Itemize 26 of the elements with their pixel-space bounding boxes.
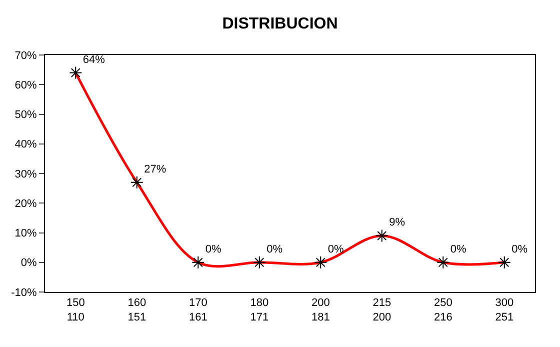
data-label: 0% — [450, 243, 466, 256]
data-label: 0% — [512, 243, 528, 256]
y-tick-label: 50% — [14, 109, 38, 122]
y-tick-label: 60% — [14, 79, 38, 92]
x-tick-label: 160 151 — [128, 297, 146, 324]
x-tick-label: 170 161 — [188, 297, 208, 324]
y-tick-label: 10% — [14, 228, 38, 240]
x-tick-label: 200 181 — [311, 297, 330, 324]
y-tick-label: 30% — [14, 168, 38, 180]
y-tick-label: 20% — [14, 198, 38, 210]
x-tick-label: 215 200 — [372, 297, 392, 324]
data-label: 64% — [82, 54, 106, 66]
data-label: 0% — [266, 243, 283, 256]
x-tick-label: 300 251 — [495, 297, 514, 324]
y-tick-label: -10% — [11, 286, 38, 299]
y-tick-label: 70% — [14, 50, 38, 62]
x-tick-label: 180 171 — [250, 297, 269, 324]
data-label: 0% — [328, 243, 344, 256]
x-tick-label: 150 110 — [66, 297, 85, 324]
x-tick-label: 250 216 — [434, 297, 452, 324]
y-tick-label: 40% — [14, 138, 38, 151]
data-label: 0% — [205, 243, 222, 256]
chart-title: DISTRIBUCION — [222, 16, 338, 33]
data-label: 9% — [389, 216, 406, 229]
data-label: 27% — [144, 163, 166, 176]
y-tick-label: 0% — [20, 257, 38, 270]
